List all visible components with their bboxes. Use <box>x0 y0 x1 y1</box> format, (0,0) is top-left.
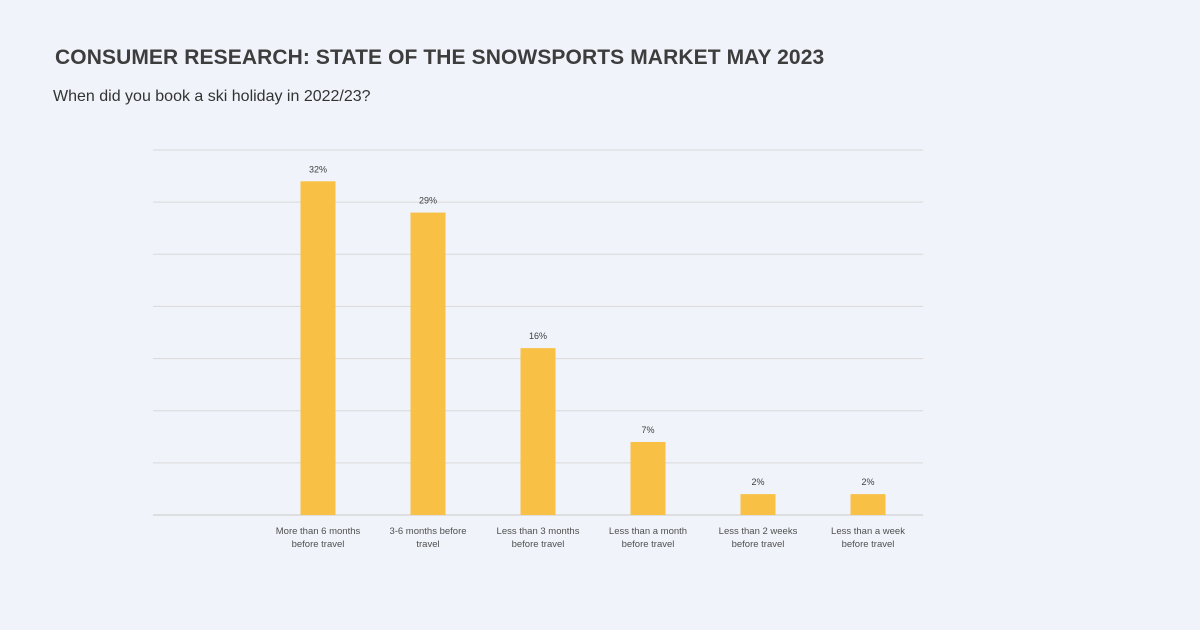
bar <box>630 442 666 515</box>
x-tick-label: Less than a month before travel <box>609 526 687 550</box>
bar <box>740 494 776 515</box>
x-tick-label: More than 6 months before travel <box>276 526 361 550</box>
x-tick-label: Less than 2 weeks before travel <box>719 526 798 550</box>
x-tick-label: Less than 3 months before travel <box>497 526 580 550</box>
data-label: 2% <box>751 477 764 487</box>
data-label: 7% <box>641 425 654 435</box>
data-label: 32% <box>309 164 327 174</box>
chart-question: When did you book a ski holiday in 2022/… <box>53 88 371 105</box>
bar <box>410 212 446 516</box>
data-label: 29% <box>419 196 437 206</box>
data-label: 16% <box>529 331 547 341</box>
bar <box>850 494 886 515</box>
x-tick-label: 3-6 months before travel <box>389 526 466 550</box>
data-label: 2% <box>861 477 874 487</box>
page-title: CONSUMER RESEARCH: STATE OF THE SNOWSPOR… <box>55 46 825 69</box>
bar <box>300 181 336 516</box>
bar <box>520 348 556 515</box>
x-tick-label: Less than a week before travel <box>831 526 905 550</box>
